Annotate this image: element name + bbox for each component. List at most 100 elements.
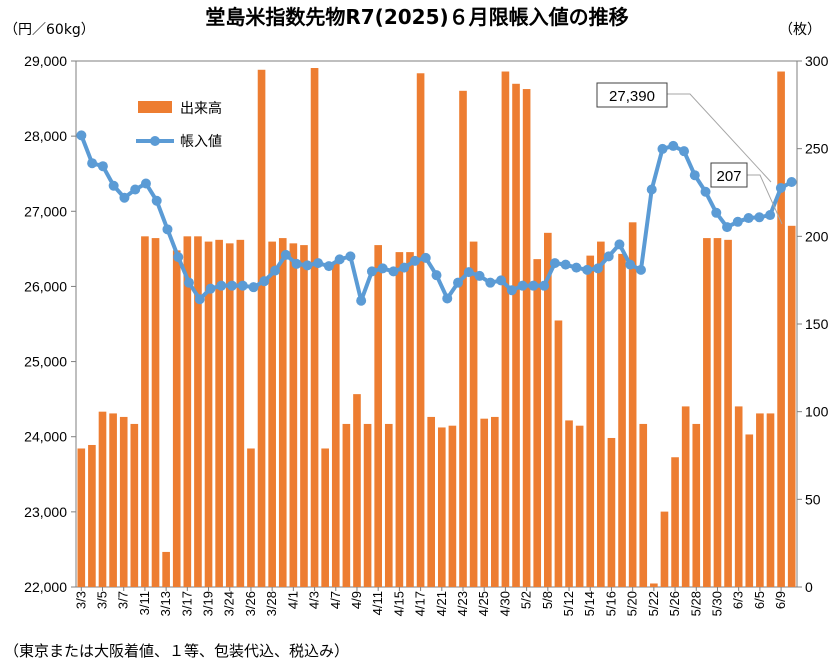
volume-bar [787, 225, 796, 587]
settlement-point [399, 262, 410, 273]
right-axis-unit: （枚） [779, 22, 821, 38]
right-tick-label: 0 [805, 579, 813, 595]
volume-bar [459, 90, 467, 587]
x-tick-label: 3/11 [137, 591, 152, 615]
volume-bar [162, 551, 170, 587]
x-tick-label: 3/5 [95, 591, 110, 609]
settlement-point [754, 212, 765, 223]
volume-bar [681, 406, 690, 587]
settlement-point [560, 259, 571, 270]
x-tick-label: 5/22 [646, 591, 661, 616]
right-tick-label: 200 [805, 228, 829, 244]
settlement-point [528, 280, 539, 291]
settlement-point [409, 255, 420, 266]
settlement-point [151, 195, 162, 206]
volume-bar [257, 69, 266, 587]
settlement-point [732, 216, 743, 227]
legend-line-label: 帳入値 [180, 134, 222, 150]
right-tick-label: 250 [805, 141, 829, 157]
volume-bar [565, 420, 573, 587]
volume-bar [480, 418, 489, 587]
volume-bar [628, 222, 637, 587]
settlement-point [506, 285, 517, 296]
x-tick-label: 3/24 [222, 591, 237, 616]
volume-bar [363, 423, 372, 587]
x-tick-label: 6/5 [752, 591, 767, 609]
volume-bar [183, 236, 192, 587]
volume-bar [660, 511, 669, 587]
settlement-point [625, 259, 636, 270]
callout-bar-value: 207 [710, 162, 783, 225]
x-axis: 3/3 3/5 3/7 3/11 3/13 3/17 3/19 3/24 3/26 3/28 4/1… [73, 587, 788, 616]
settlement-point [173, 252, 184, 263]
volume-bar [215, 239, 223, 587]
volume-bar [331, 262, 340, 587]
volume-bar [491, 416, 499, 587]
settlement-point [646, 184, 657, 195]
settlement-point [377, 263, 388, 274]
left-axis: 22,000 23,000 24,000 25,000 26,000 27,000 28,0… [24, 53, 76, 595]
volume-bar [289, 243, 298, 587]
left-tick-label: 24,000 [24, 429, 67, 445]
x-tick-label: 4/30 [497, 591, 512, 616]
right-tick-label: 100 [805, 404, 829, 420]
x-tick-label: 3/19 [201, 591, 216, 616]
settlement-point [291, 258, 302, 269]
volume-bar [395, 252, 404, 588]
settlement-point [539, 280, 550, 291]
settlement-point [614, 239, 625, 250]
settlement-point [259, 276, 270, 287]
volume-bar [109, 413, 117, 587]
x-tick-label: 4/17 [413, 591, 428, 616]
settlement-point [270, 265, 281, 276]
right-tick-label: 150 [805, 316, 829, 332]
volume-bar [268, 241, 276, 587]
x-tick-label: 5/28 [688, 591, 703, 616]
volume-bar [151, 238, 160, 587]
x-tick-label: 5/20 [625, 591, 640, 616]
x-tick-label: 3/13 [158, 591, 173, 616]
right-tick-label: 50 [805, 491, 821, 507]
settlement-point [474, 270, 485, 281]
x-tick-label: 4/25 [476, 591, 491, 616]
settlement-point [76, 130, 87, 141]
settlement-point [87, 158, 98, 169]
volume-bar [374, 245, 382, 587]
volume-bar [77, 448, 86, 587]
volume-bar [437, 427, 446, 587]
settlement-point [205, 283, 216, 294]
legend-line-marker [150, 136, 160, 146]
volume-bar [130, 423, 139, 587]
volume-bar [406, 252, 414, 588]
x-tick-label: 5/16 [603, 591, 618, 616]
settlement-point [345, 251, 356, 262]
settlement-point [216, 280, 227, 291]
callout-line-value-text: 27,390 [609, 88, 655, 105]
volume-bar [98, 411, 107, 587]
volume-bar [353, 394, 361, 587]
x-tick-label: 3/3 [73, 591, 88, 609]
volume-bar [533, 259, 542, 587]
x-tick-label: 6/9 [773, 591, 788, 609]
settlement-point [786, 176, 797, 187]
volume-bar [236, 239, 245, 587]
settlement-point [108, 180, 119, 191]
settlement-point [711, 207, 722, 218]
settlement-point [194, 294, 205, 305]
volume-bar [416, 73, 425, 587]
volume-bar [671, 457, 679, 587]
volume-bar [734, 406, 743, 587]
settlement-point [97, 161, 108, 172]
right-tick-label: 300 [805, 53, 829, 69]
volume-bar [342, 423, 351, 587]
volume-bar [607, 437, 616, 587]
left-tick-label: 25,000 [24, 354, 67, 370]
volume-bar [777, 71, 785, 587]
x-tick-label: 4/15 [391, 591, 406, 616]
settlement-point [162, 224, 173, 235]
settlement-point [420, 252, 431, 263]
left-tick-label: 23,000 [24, 504, 67, 520]
volume-bar [278, 238, 287, 587]
settlement-point [323, 261, 334, 272]
